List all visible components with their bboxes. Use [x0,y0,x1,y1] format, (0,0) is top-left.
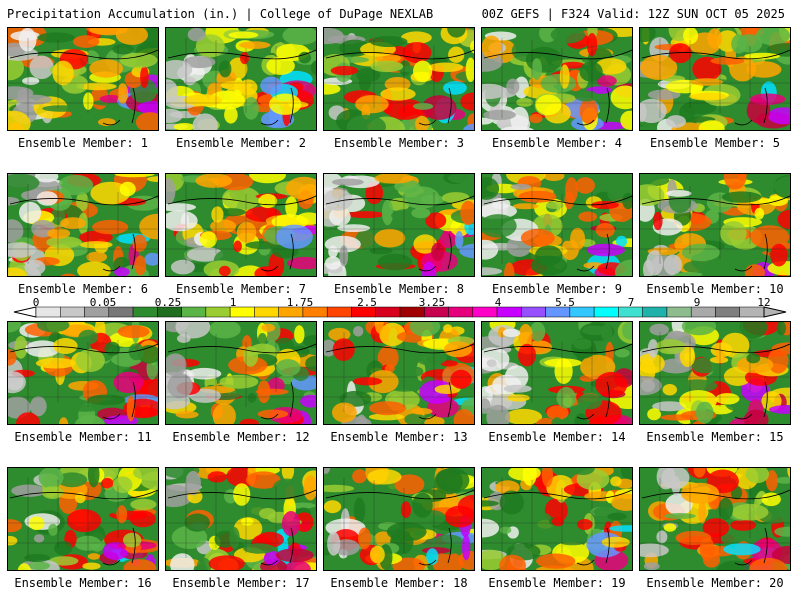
colorbar-swatch [472,306,498,318]
colorbar-swatch [205,306,231,318]
ensemble-member-label: Ensemble Member: 8 [333,282,465,296]
ensemble-member-map [481,173,633,277]
ensemble-member-label: Ensemble Member: 18 [330,576,468,590]
colorbar-tick-label: 4 [494,296,502,309]
colorbar-swatch [666,306,692,318]
ensemble-member-label: Ensemble Member: 15 [646,430,784,444]
ensemble-member-label: Ensemble Member: 1 [17,136,149,150]
ensemble-member-map [323,467,475,571]
ensemble-member-map [323,173,475,277]
colorbar-swatch [448,306,474,318]
map-title: Precipitation Accumulation (in.) | Colle… [7,7,434,21]
colorbar-tick-label: 3.25 [418,296,446,309]
colorbar-swatch [690,306,716,318]
colorbar-tick-label: 0.05 [89,296,117,309]
ensemble-member-map [481,27,633,131]
colorbar-strip [13,306,787,318]
ensemble-member-map [165,27,317,131]
ensemble-member-label: Ensemble Member: 16 [14,576,152,590]
colorbar-tick-label: 7 [627,296,635,309]
ensemble-member-map [639,321,791,425]
colorbar-swatch [545,306,571,318]
precipitation-colorbar: 0 0.05 0.25 1 1.75 2.5 3.25 4 5.5 7 9 12 [0,296,800,322]
colorbar-swatch [108,306,134,318]
colorbar-swatch [132,306,158,318]
ensemble-member-map [7,467,159,571]
colorbar-right-arrow [763,306,787,318]
ensemble-member-map [323,321,475,425]
colorbar-swatch [375,306,401,318]
ensemble-member-map [165,321,317,425]
colorbar-tick-label: 9 [693,296,701,309]
ensemble-member-label: Ensemble Member: 20 [646,576,784,590]
ensemble-member-map [481,321,633,425]
colorbar-tick-label: 0.25 [154,296,182,309]
colorbar-swatch [157,306,182,318]
ensemble-member-label: Ensemble Member: 12 [172,430,310,444]
colorbar-swatch [35,306,61,318]
ensemble-member-label: Ensemble Member: 13 [330,430,468,444]
colorbar-swatch [496,306,522,318]
colorbar-swatch [84,306,110,318]
ensemble-member-label: Ensemble Member: 3 [333,136,465,150]
ensemble-member-label: Ensemble Member: 17 [172,576,310,590]
colorbar-left-arrow [13,306,37,318]
colorbar-tick-label: 12 [757,296,771,309]
colorbar-swatch [351,306,376,318]
colorbar-swatch [642,306,668,318]
model-run-valid-time: 00Z GEFS | F324 Valid: 12Z SUN OCT 05 20… [481,7,785,21]
ensemble-member-label: Ensemble Member: 9 [491,282,623,296]
colorbar-swatch [715,306,740,318]
colorbar-swatch [618,306,643,318]
ensemble-member-map [7,173,159,277]
ensemble-member-label: Ensemble Member: 11 [14,430,152,444]
ensemble-member-label: Ensemble Member: 6 [17,282,149,296]
colorbar-swatch [254,306,279,318]
colorbar-swatch [593,306,619,318]
colorbar-swatch [326,306,352,318]
colorbar-swatch [399,306,425,318]
ensemble-member-map [639,27,791,131]
ensemble-member-label: Ensemble Member: 7 [175,282,307,296]
colorbar-swatch [278,306,304,318]
colorbar-swatch [181,306,207,318]
colorbar-swatch [739,306,765,318]
colorbar-tick-label: 1.75 [286,296,314,309]
ensemble-member-map [639,173,791,277]
colorbar-tick-label: 2.5 [357,296,377,309]
colorbar-tick-label: 5.5 [555,296,575,309]
ensemble-member-map [165,467,317,571]
colorbar-swatch [569,306,595,318]
colorbar-swatch [60,306,85,318]
ensemble-member-map [481,467,633,571]
colorbar-tick-label: 0 [32,296,40,309]
colorbar-tick-label: 1 [229,296,237,309]
ensemble-member-label: Ensemble Member: 5 [649,136,781,150]
ensemble-member-map [323,27,475,131]
ensemble-member-map [7,321,159,425]
colorbar-swatch [424,306,449,318]
ensemble-member-label: Ensemble Member: 4 [491,136,623,150]
ensemble-member-map [165,173,317,277]
colorbar-swatch [302,306,328,318]
colorbar-swatch [521,306,546,318]
ensemble-member-map [639,467,791,571]
ensemble-member-label: Ensemble Member: 10 [646,282,784,296]
ensemble-member-label: Ensemble Member: 19 [488,576,626,590]
ensemble-member-label: Ensemble Member: 14 [488,430,626,444]
colorbar-swatch [229,306,255,318]
ensemble-member-map [7,27,159,131]
ensemble-member-label: Ensemble Member: 2 [175,136,307,150]
